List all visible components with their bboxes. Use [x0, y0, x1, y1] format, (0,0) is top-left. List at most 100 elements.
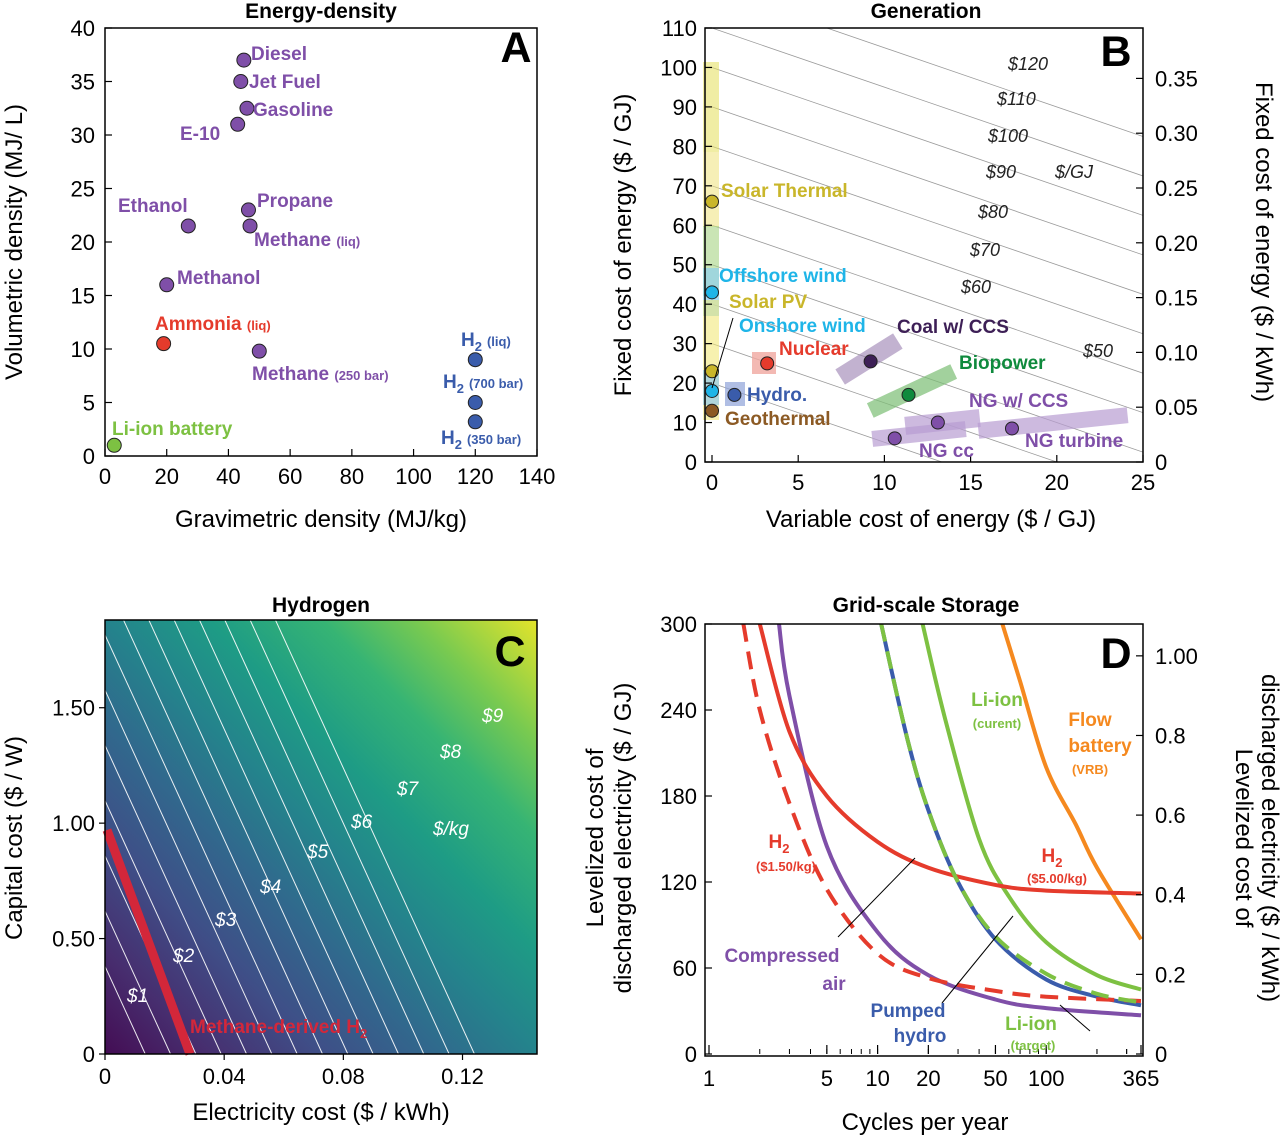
label-biopower: Biopower	[959, 353, 1046, 374]
label-methane-250: Methane (250 bar)	[252, 364, 389, 385]
d-y-tick-label: 240	[660, 698, 697, 723]
label-ng-turbine: NG turbine	[1025, 431, 1123, 452]
label-ng-cc: NG cc	[919, 441, 974, 462]
label-h2-high-1: H2	[1042, 846, 1063, 870]
a-point	[467, 414, 483, 430]
d-y-right-tick-label: 1.00	[1155, 644, 1198, 669]
b-isoline-label: $110	[996, 89, 1036, 109]
panel-b-y-ticks: 0 10 20 30 40 50 60 70 80 90 100 110	[660, 16, 712, 475]
label-pumped-1: Pumped	[871, 1001, 946, 1022]
b-isoline-label: $50	[1082, 341, 1113, 361]
panel-c-title: Hydrogen	[272, 594, 370, 617]
b-point	[705, 403, 719, 418]
d-y-tick-label: 300	[660, 612, 697, 637]
panel-b: Generation B $50 $60 $70 $80 $90 $100 $110 $120…	[610, 0, 1277, 533]
a-x-tick-label: 120	[457, 464, 494, 489]
panel-d: Grid-scale Storage D 1 5 10 20 50 100 365 0 60 1…	[582, 594, 1280, 1136]
label-jet-fuel: Jet Fuel	[249, 72, 321, 93]
c-contour-line	[105, 744, 247, 1054]
c-y-tick-label: 0.50	[52, 927, 95, 952]
panel-d-x-label: Cycles per year	[842, 1109, 1009, 1136]
b-x-tick-label: 10	[872, 470, 896, 495]
c-contour-line	[148, 620, 349, 1054]
c-y-tick-label: 0	[83, 1042, 95, 1067]
panel-d-line-labels: Compressed air Pumped hydro Li-ion (cure…	[724, 690, 1132, 1053]
b-y-right-tick-label: 0.05	[1155, 395, 1198, 420]
label-methane-derived: Methane-derived H2	[190, 1017, 367, 1041]
a-y-tick-label: 30	[71, 123, 95, 148]
label-nuclear: Nuclear	[779, 339, 849, 360]
a-x-tick-label: 100	[395, 464, 432, 489]
label-flow-1: Flow	[1068, 710, 1111, 731]
leader-pumped	[941, 915, 1014, 1004]
a-point	[180, 218, 196, 234]
a-point	[467, 395, 483, 410]
c-x-tick-label: 0.04	[203, 1064, 246, 1089]
c-contour-line	[105, 688, 273, 1054]
panel-a-y-ticks: 0 5 10 15 20 25 30 35 40	[71, 16, 112, 469]
label-onshore: Onshore wind	[739, 316, 866, 337]
b-y-tick-label: 30	[673, 332, 697, 357]
b-x-tick-label: 5	[792, 470, 804, 495]
b-isoline-label: $80	[977, 202, 1008, 222]
b-y-right-tick-label: 0.15	[1155, 286, 1198, 311]
b-point	[901, 387, 916, 402]
panel-b-points	[705, 194, 1019, 446]
label-h2-low-1: H2	[769, 832, 790, 856]
a-x-tick-label: 0	[99, 464, 111, 489]
panel-a-x-label: Gravimetric density (MJ/kg)	[175, 506, 467, 533]
label-li-current-1: Li-ion	[971, 690, 1023, 711]
c-contour-label: $5	[306, 842, 329, 863]
panel-b-y-label-right: Fixed cost of energy ($ / kWh)	[1250, 82, 1277, 402]
b-point	[863, 354, 878, 369]
label-li-ion: Li-ion battery	[112, 419, 233, 440]
b-y-tick-label: 40	[673, 292, 697, 317]
b-isoline-label: $60	[960, 277, 991, 297]
label-flow-2: battery	[1068, 736, 1132, 757]
b-y-right-tick-label: 0.35	[1155, 66, 1198, 91]
label-h2-low-2: ($1.50/kg)	[756, 859, 816, 874]
d-y-tick-label: 0	[685, 1042, 697, 1067]
d-series-line	[920, 624, 1142, 992]
c-contour-line	[122, 620, 323, 1054]
a-x-tick-label: 40	[216, 464, 240, 489]
panel-a-title: Energy-density	[245, 0, 397, 23]
label-solar-thermal: Solar Thermal	[721, 181, 848, 202]
c-contour-line	[105, 633, 298, 1054]
a-y-tick-label: 35	[71, 70, 95, 95]
b-y-tick-label: 80	[673, 134, 697, 159]
c-contour-label: $4	[259, 877, 281, 898]
panel-c-x-ticks: 0 0.04 0.08 0.12	[99, 1054, 484, 1089]
a-y-tick-label: 10	[71, 337, 95, 362]
panel-b-x-ticks: 0 5 10 15 20 25	[706, 455, 1155, 495]
d-x-tick-label: 20	[916, 1066, 940, 1091]
a-x-tick-label: 20	[154, 464, 178, 489]
b-point	[727, 387, 742, 402]
b-point	[705, 383, 719, 398]
d-y-right-tick-label: 0.2	[1155, 962, 1186, 987]
panel-b-y-ticks-right: 0 0.05 0.10 0.15 0.20 0.25 0.30 0.35	[1136, 66, 1198, 475]
d-y-right-tick-label: 0.6	[1155, 803, 1186, 828]
panel-d-y-label-right-2: discharged electricity ($ / kWh)	[1256, 674, 1280, 1002]
label-li-current-2: (curent)	[973, 716, 1021, 731]
a-point	[467, 352, 483, 368]
label-offshore: Offshore wind	[719, 266, 847, 287]
c-contour-line	[198, 620, 399, 1054]
b-point	[705, 194, 719, 209]
b-isoline	[825, 28, 1143, 137]
b-isoline-label: $100	[987, 126, 1028, 146]
b-isoline	[711, 224, 1143, 374]
d-x-tick-label: 5	[821, 1066, 833, 1091]
panel-d-leaders	[837, 857, 1091, 1032]
a-x-tick-label: 60	[278, 464, 302, 489]
b-isoline-label: $90	[985, 162, 1016, 182]
b-y-right-tick-label: 0.30	[1155, 121, 1198, 146]
leader-li-target	[1059, 1004, 1091, 1032]
panel-d-title: Grid-scale Storage	[833, 594, 1020, 617]
d-x-tick-label: 10	[865, 1066, 889, 1091]
d-series-line	[757, 624, 1142, 896]
b-x-tick-label: 20	[1045, 470, 1069, 495]
c-contour-label: $9	[481, 706, 504, 727]
b-point	[1004, 421, 1019, 436]
